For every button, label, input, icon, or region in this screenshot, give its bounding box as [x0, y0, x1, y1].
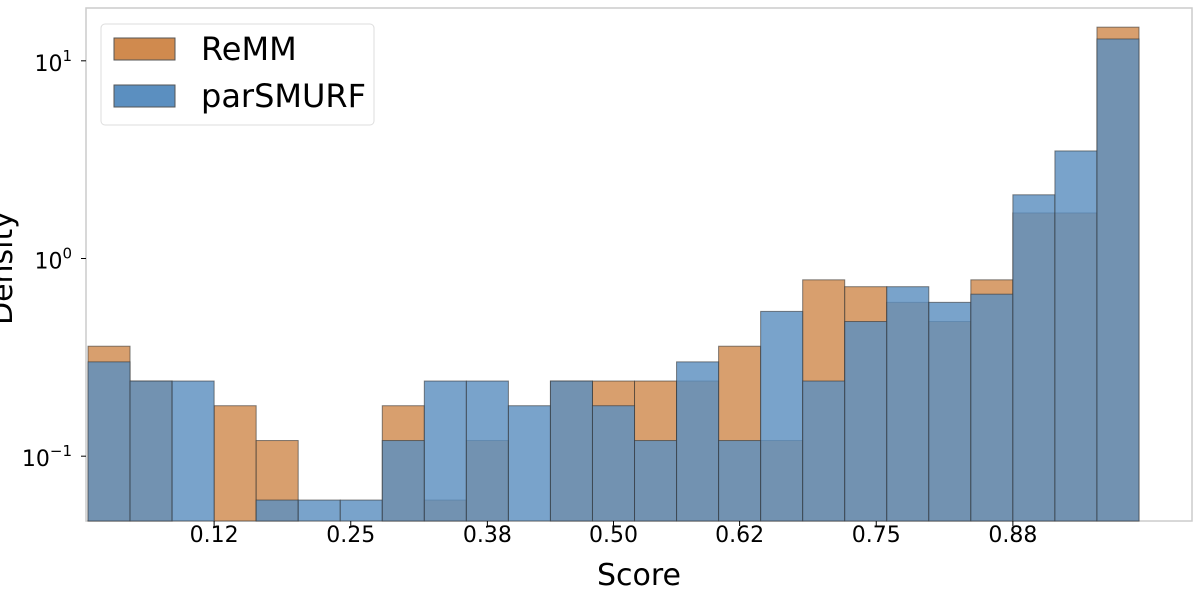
- bar-parsmurf-bin-23: [1054, 150, 1098, 522]
- bar-parsmurf-bin-2: [171, 380, 215, 522]
- bar-parsmurf-bin-12: [591, 405, 636, 522]
- bar-parsmurf-bin-9: [465, 380, 509, 522]
- bar-parsmurf-bin-17: [802, 380, 846, 522]
- bar-parsmurf-bin-24: [1096, 38, 1140, 522]
- x-tick-label: 0.12: [190, 523, 239, 548]
- x-tick-label: 0.25: [326, 523, 375, 548]
- bar-parsmurf-bin-10: [507, 405, 551, 522]
- legend-swatch-remm: [113, 37, 176, 61]
- bar-parsmurf-bin-11: [549, 380, 593, 522]
- bar-parsmurf-bin-19: [886, 286, 930, 522]
- bar-parsmurf-bin-22: [1012, 194, 1056, 522]
- x-ticks: 0.12 0.25 0.38 0.50 0.62 0.75 0.88: [190, 521, 1037, 548]
- y-ticks: 10−1 100 101: [22, 47, 86, 472]
- bar-parsmurf-bin-21: [970, 293, 1014, 522]
- bar-parsmurf-bin-20: [928, 301, 972, 522]
- legend-label-remm: ReMM: [201, 30, 297, 68]
- bar-parsmurf-bin-18: [844, 321, 888, 522]
- bar-parsmurf-bin-15: [718, 440, 762, 522]
- bar-parsmurf-bin-16: [760, 310, 804, 522]
- y-axis-title: Density: [0, 211, 20, 325]
- bar-parsmurf-bin-13: [634, 440, 678, 522]
- bar-parsmurf-bin-6: [339, 499, 383, 522]
- y-tick-label: 100: [34, 244, 72, 274]
- bar-parsmurf-bin-7: [381, 440, 425, 522]
- x-tick-label: 0.88: [988, 523, 1037, 548]
- y-tick-label: 101: [34, 47, 72, 77]
- bar-parsmurf-bin-5: [297, 499, 341, 522]
- bar-parsmurf-bin-0: [87, 361, 131, 522]
- legend-label-parsmurf: parSMURF: [201, 77, 366, 115]
- x-tick-label: 0.50: [589, 523, 638, 548]
- legend: ReMM parSMURF: [100, 23, 375, 126]
- x-tick-label: 0.38: [463, 523, 512, 548]
- x-tick-label: 0.62: [715, 523, 764, 548]
- y-tick-label: 10−1: [22, 442, 72, 472]
- legend-swatch-parsmurf: [113, 84, 176, 108]
- bar-remm-bin-3: [213, 405, 257, 522]
- bar-parsmurf-bin-8: [423, 380, 467, 522]
- bars-layer: [87, 26, 1140, 522]
- bar-parsmurf-bin-14: [676, 361, 720, 522]
- bar-parsmurf-bin-4: [255, 499, 299, 522]
- x-tick-label: 0.75: [852, 523, 901, 548]
- bar-parsmurf-bin-1: [129, 380, 173, 522]
- x-axis-title: Score: [597, 558, 681, 593]
